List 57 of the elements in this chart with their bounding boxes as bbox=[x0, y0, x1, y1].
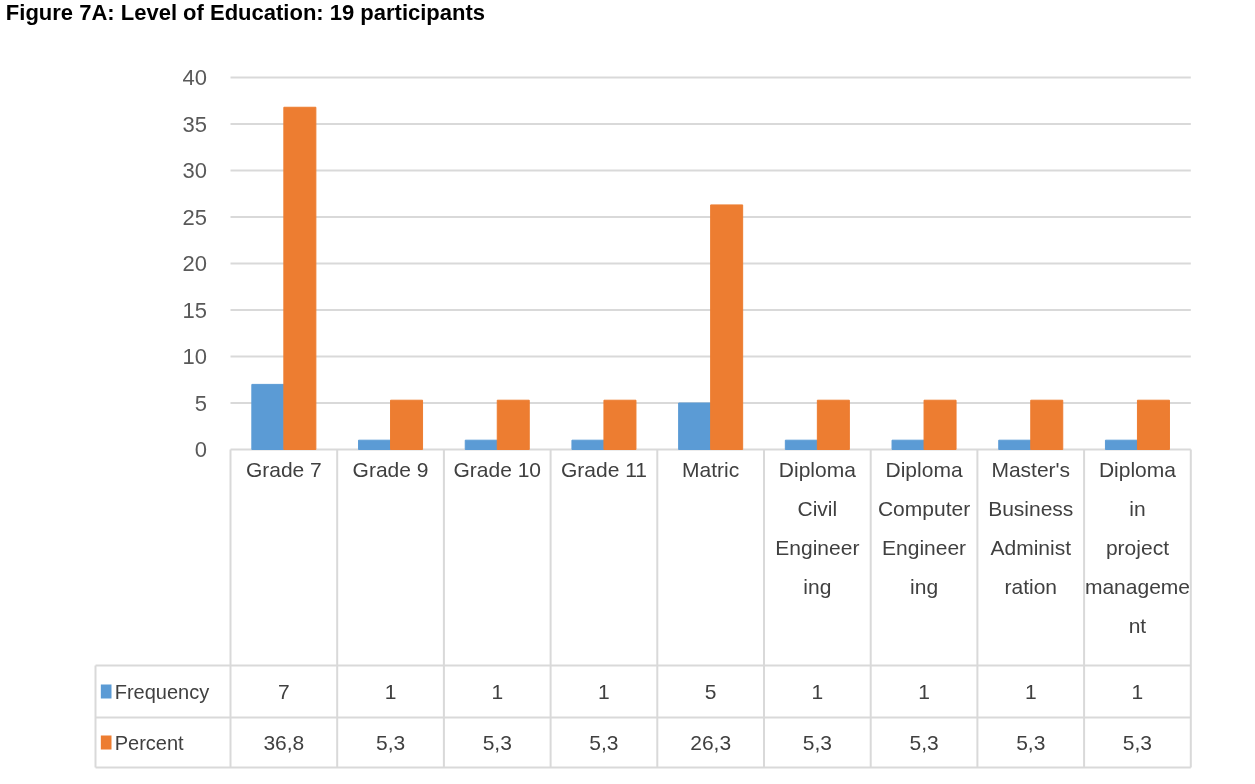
data-label: 1 bbox=[384, 679, 397, 703]
y-tick-label: 35 bbox=[182, 111, 208, 137]
legend-label: Frequency bbox=[114, 680, 210, 703]
data-label: 5,3 bbox=[1122, 730, 1153, 754]
bar bbox=[251, 383, 285, 450]
bar bbox=[1136, 399, 1170, 450]
data-label: 7 bbox=[278, 679, 290, 703]
legend-label: Percent bbox=[114, 731, 185, 754]
chart-title: Figure 7A: Level of Education: 19 participants bbox=[5, 0, 486, 26]
bar bbox=[998, 439, 1032, 450]
bar bbox=[603, 399, 637, 450]
bar bbox=[678, 402, 712, 450]
bar bbox=[1030, 399, 1064, 450]
data-label: 36,8 bbox=[263, 730, 305, 754]
data-label: 5,3 bbox=[482, 730, 512, 754]
data-label: 26,3 bbox=[690, 730, 732, 754]
bar bbox=[571, 439, 605, 450]
y-tick-label: 25 bbox=[182, 204, 208, 230]
bar bbox=[496, 399, 530, 450]
y-tick-label: 40 bbox=[182, 65, 208, 90]
x-tick-label: Master's Business Administration bbox=[988, 457, 1074, 598]
x-tick-label: Matric bbox=[682, 457, 740, 481]
y-tick-label: 0 bbox=[194, 437, 208, 462]
data-label: 1 bbox=[1024, 679, 1037, 703]
x-tick-label: Diploma Civil Engineering bbox=[775, 457, 860, 598]
data-label: 5,3 bbox=[802, 730, 832, 754]
y-tick-label: 15 bbox=[182, 297, 208, 323]
y-tick-label: 30 bbox=[182, 158, 208, 183]
bar bbox=[1104, 439, 1138, 450]
data-label: 5,3 bbox=[909, 730, 939, 754]
bar bbox=[816, 399, 850, 450]
x-tick-label: Grade 9 bbox=[352, 457, 429, 481]
bar bbox=[390, 399, 424, 450]
data-label: 5 bbox=[704, 679, 717, 703]
bar bbox=[710, 204, 744, 450]
x-tick-label: Grade 10 bbox=[453, 457, 542, 481]
bar bbox=[283, 106, 317, 450]
y-tick-label: 10 bbox=[182, 344, 208, 369]
x-tick-label: Grade 11 bbox=[560, 457, 647, 481]
bar bbox=[891, 439, 925, 450]
x-tick-label: Grade 7 bbox=[245, 457, 322, 481]
data-label: 1 bbox=[918, 679, 930, 703]
data-label: 5,3 bbox=[589, 730, 619, 754]
data-label: 1 bbox=[598, 679, 610, 703]
bar bbox=[464, 439, 498, 450]
y-tick-label: 20 bbox=[182, 251, 208, 276]
data-label: 1 bbox=[811, 679, 824, 703]
x-tick-label: Diploma Computer Engineering bbox=[877, 457, 971, 598]
bar bbox=[784, 439, 818, 450]
bar bbox=[358, 439, 392, 450]
data-label: 5,3 bbox=[1016, 730, 1046, 754]
data-label: 1 bbox=[1131, 679, 1144, 703]
data-label: 1 bbox=[491, 679, 504, 703]
bar bbox=[923, 399, 957, 450]
y-tick-label: 5 bbox=[194, 390, 208, 416]
x-tick-label: Diploma in project management bbox=[1084, 457, 1190, 637]
data-label: 5,3 bbox=[375, 730, 406, 754]
